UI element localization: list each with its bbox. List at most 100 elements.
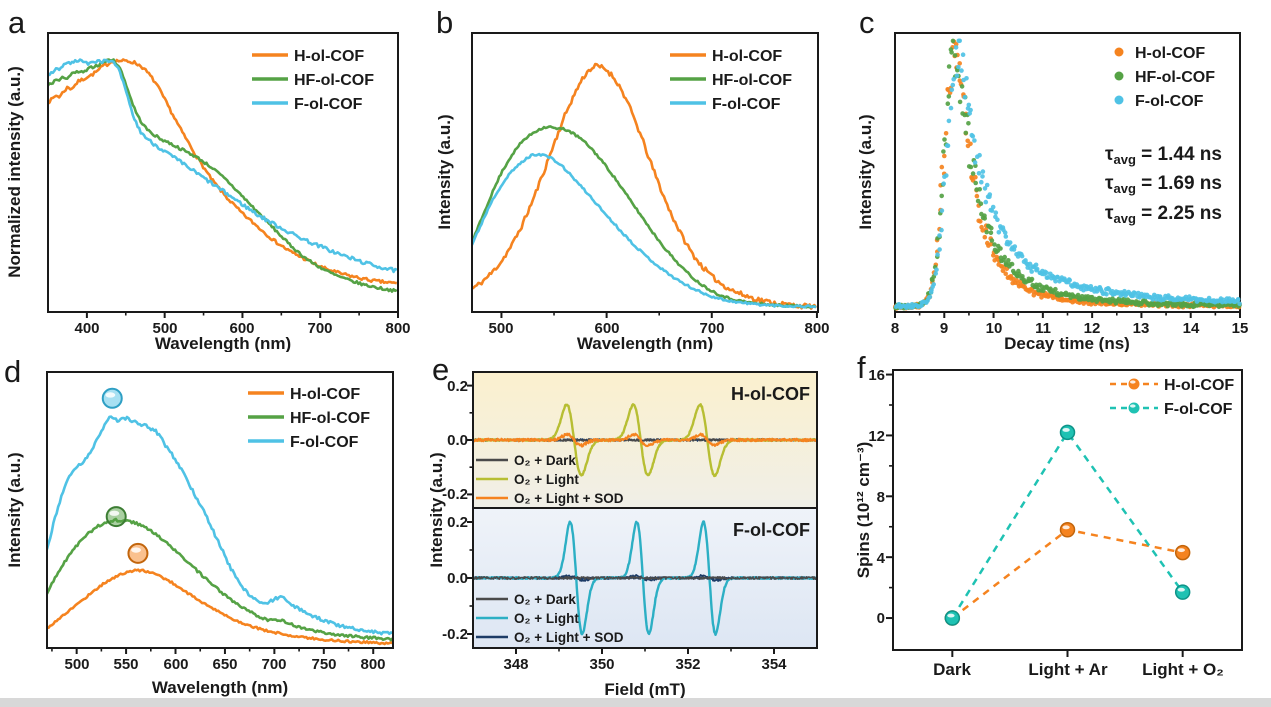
y-tick-label: 0.0 [447, 570, 468, 587]
subpanel-title-top: H-ol-COF [731, 384, 810, 404]
x-tick-label: 800 [360, 656, 385, 673]
panel-e-svg: e Intensity (a.u.) Field (mT) 348 350 35… [427, 352, 818, 699]
x-axis-label-b: Wavelength (nm) [577, 334, 713, 352]
tau-symbol: τ [1105, 144, 1114, 165]
legend-label: F-ol-COF [1135, 93, 1204, 110]
tau-symbol: τ [1105, 203, 1114, 224]
x-tick-label: 550 [113, 656, 138, 673]
y-tick-label: -0.2 [442, 486, 468, 503]
panel-f: f Spins (10¹² cm⁻³) 0 4 8 12 16 Dark Lig… [854, 350, 1271, 707]
legend-label: O₂ + Dark [514, 592, 576, 607]
y-tick-label: 0.2 [447, 378, 468, 395]
tau-value: = 1.69 ns [1136, 173, 1222, 194]
legend-marker [1114, 95, 1124, 105]
panel-b: b Intensity (a.u.) Wavelength (nm) 500 6… [430, 0, 855, 353]
legend-label: O₂ + Light + SOD [514, 491, 624, 506]
panel-letter-a: a [8, 5, 26, 40]
tau-avg-annotation: τavg = 1.69 ns [1105, 173, 1222, 196]
x-tick-label: 750 [311, 656, 336, 673]
legend-label: F-ol-COF [712, 96, 781, 113]
x-tick-label: 600 [163, 656, 188, 673]
legend-label: F-ol-COF [290, 434, 359, 451]
x-category-label: Light + O₂ [1142, 660, 1224, 679]
y-tick-label: -0.2 [442, 626, 468, 643]
plot-area-b [471, 32, 819, 318]
x-tick-label: 14 [1183, 320, 1200, 337]
y-tick-label: 0 [877, 610, 885, 627]
x-tick-label: 500 [152, 320, 177, 337]
plot-area-c [893, 32, 1242, 318]
tau-value: = 2.25 ns [1136, 203, 1222, 224]
y-axis-label-d: Intensity (a.u.) [5, 452, 24, 567]
tau-avg-annotation: τavg = 1.44 ns [1105, 144, 1222, 167]
panel-d-svg: d Intensity (a.u.) Wavelength (nm) 500 5… [4, 354, 394, 697]
panel-letter-e: e [432, 352, 449, 387]
legend-label: O₂ + Light + SOD [514, 630, 624, 645]
panel-d: d Intensity (a.u.) Wavelength (nm) 500 5… [0, 352, 430, 707]
x-tick-label: 650 [212, 656, 237, 673]
legend-label: H-ol-COF [712, 48, 782, 65]
panel-e: e Intensity (a.u.) Field (mT) 348 350 35… [427, 352, 855, 707]
x-tick-label: 348 [503, 656, 528, 673]
x-tick-label: 12 [1084, 320, 1101, 337]
x-tick-label: 500 [488, 320, 513, 337]
legend-e-bottom: O₂ + Dark O₂ + Light O₂ + Light + SOD [476, 592, 624, 645]
x-category-label: Dark [933, 660, 971, 679]
x-category-label: Light + Ar [1028, 660, 1108, 679]
legend-label: O₂ + Light [514, 611, 579, 626]
panel-f-svg: f Spins (10¹² cm⁻³) 0 4 8 12 16 Dark Lig… [854, 350, 1243, 679]
panel-letter-c: c [859, 5, 875, 40]
x-tick-label: 11 [1035, 320, 1051, 337]
legend-label: O₂ + Light [514, 472, 579, 487]
legend-label: H-ol-COF [290, 386, 360, 403]
tau-avg-annotation: τavg = 2.25 ns [1105, 203, 1222, 226]
tau-subscript: avg [1113, 152, 1135, 167]
legend-f: H-ol-COF F-ol-COF [1110, 377, 1234, 418]
legend-marker [1114, 71, 1124, 81]
panel-letter-b: b [436, 5, 453, 40]
panel-a-svg: a Normalized intensity (a.u.) Wavelength… [5, 5, 411, 353]
x-tick-label: 9 [940, 320, 948, 337]
y-tick-label: 0.0 [447, 432, 468, 449]
legend-label: H-ol-COF [1135, 45, 1205, 62]
tau-subscript: avg [1113, 181, 1135, 196]
y-tick-label: 8 [877, 489, 885, 506]
x-axis-label-a: Wavelength (nm) [155, 334, 291, 352]
plot-area-f [886, 369, 1243, 657]
tau-subscript: avg [1113, 211, 1135, 226]
x-tick-label: 700 [261, 656, 286, 673]
legend-label: F-ol-COF [1164, 401, 1233, 418]
y-tick-label: 4 [877, 550, 886, 567]
plot-area-e [467, 371, 818, 654]
x-tick-label: 8 [891, 320, 899, 337]
y-axis-label-c: Intensity (a.u.) [856, 114, 875, 229]
tau-value: = 1.44 ns [1136, 144, 1222, 165]
y-axis-label-e: Intensity (a.u.) [430, 452, 446, 567]
x-axis-label-e: Field (mT) [604, 680, 685, 699]
legend-marker [1128, 402, 1140, 414]
x-tick-label: 800 [804, 320, 829, 337]
legend-label: H-ol-COF [1164, 377, 1234, 394]
legend-e-top: O₂ + Dark O₂ + Light O₂ + Light + SOD [476, 453, 624, 506]
x-tick-label: 15 [1232, 320, 1249, 337]
x-tick-label: 700 [307, 320, 332, 337]
x-tick-label: 800 [385, 320, 410, 337]
x-tick-label: 350 [589, 656, 614, 673]
subpanel-title-bottom: F-ol-COF [733, 520, 810, 540]
y-axis-label-b: Intensity (a.u.) [435, 114, 454, 229]
panel-c-svg: c Intensity (a.u.) Decay time (ns) 8 9 1… [856, 5, 1249, 353]
legend-a: H-ol-COF HF-ol-COF F-ol-COF [252, 48, 374, 113]
x-axis-label-d: Wavelength (nm) [152, 678, 288, 697]
legend-label: F-ol-COF [294, 96, 363, 113]
y-tick-label: 0.2 [447, 514, 468, 531]
legend-label: H-ol-COF [294, 48, 364, 65]
legend-label: O₂ + Dark [514, 453, 576, 468]
plot-area-d [46, 371, 394, 654]
legend-c: H-ol-COF HF-ol-COF F-ol-COF [1114, 45, 1215, 110]
legend-marker [1114, 47, 1124, 57]
legend-label: HF-ol-COF [712, 72, 792, 89]
y-tick-label: 16 [868, 367, 885, 384]
y-tick-label: 12 [868, 428, 885, 445]
legend-marker [1128, 378, 1140, 390]
